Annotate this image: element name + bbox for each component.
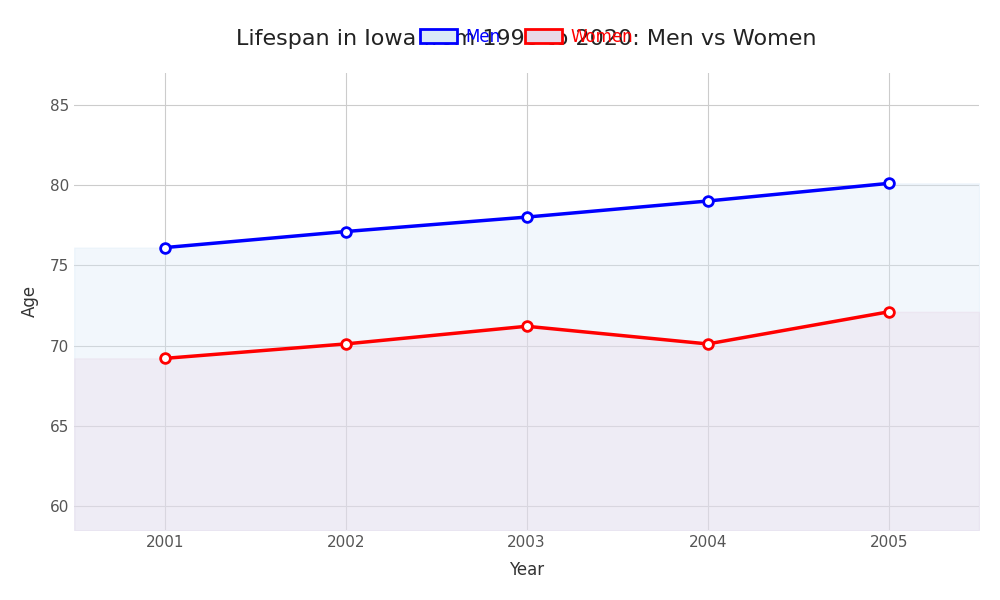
X-axis label: Year: Year <box>509 561 544 579</box>
Title: Lifespan in Iowa from 1998 to 2020: Men vs Women: Lifespan in Iowa from 1998 to 2020: Men … <box>236 29 817 49</box>
Legend: Men, Women: Men, Women <box>414 22 640 53</box>
Y-axis label: Age: Age <box>21 286 39 317</box>
